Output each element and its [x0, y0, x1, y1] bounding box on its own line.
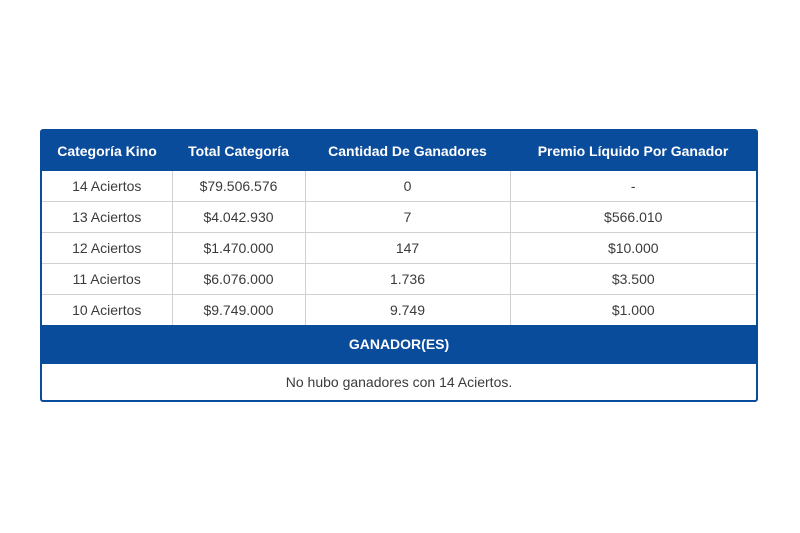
category-cell: 11 Aciertos: [42, 263, 173, 295]
net-prize-cell: $1.000: [510, 294, 756, 325]
table-row: 10 Aciertos $9.749.000 9.749 $1.000: [42, 294, 756, 325]
winners-message: No hubo ganadores con 14 Aciertos.: [285, 374, 513, 390]
column-header-net-prize: Premio Líquido Por Ganador: [510, 131, 756, 171]
header-row: Categoría Kino Total Categoría Cantidad …: [42, 131, 756, 171]
table-row: 14 Aciertos $79.506.576 0 -: [42, 171, 756, 202]
category-cell: 12 Aciertos: [42, 232, 173, 264]
results-panel: Categoría Kino Total Categoría Cantidad …: [40, 129, 758, 402]
column-header-total: Total Categoría: [172, 131, 305, 171]
net-prize-cell: $10.000: [510, 232, 756, 264]
total-cell: $79.506.576: [172, 171, 306, 202]
net-prize-cell: $3.500: [510, 263, 756, 295]
prize-table-header: Categoría Kino Total Categoría Cantidad …: [42, 131, 756, 171]
winner-count-cell: 1.736: [305, 263, 511, 295]
table-row: 12 Aciertos $1.470.000 147 $10.000: [42, 232, 756, 264]
winner-count-cell: 0: [305, 171, 511, 202]
winner-count-cell: 9.749: [305, 294, 511, 325]
category-cell: 13 Aciertos: [42, 201, 173, 233]
winner-count-cell: 147: [305, 232, 511, 264]
total-cell: $1.470.000: [172, 232, 306, 264]
winner-count-cell: 7: [305, 201, 511, 233]
category-cell: 10 Aciertos: [42, 294, 173, 325]
total-cell: $4.042.930: [172, 201, 306, 233]
table-row: 13 Aciertos $4.042.930 7 $566.010: [42, 201, 756, 233]
winners-section-title: GANADOR(ES): [42, 325, 756, 364]
total-cell: $9.749.000: [172, 294, 306, 325]
net-prize-cell: $566.010: [510, 201, 756, 233]
column-header-category: Categoría Kino: [42, 131, 172, 171]
category-cell: 14 Aciertos: [42, 171, 173, 202]
table-row: 11 Aciertos $6.076.000 1.736 $3.500: [42, 263, 756, 295]
prize-table-body: 14 Aciertos $79.506.576 0 - 13 Aciertos …: [42, 171, 756, 325]
prize-table: Categoría Kino Total Categoría Cantidad …: [42, 131, 756, 325]
net-prize-cell: -: [630, 178, 636, 194]
total-cell: $6.076.000: [172, 263, 306, 295]
column-header-winner-count: Cantidad De Ganadores: [305, 131, 510, 171]
